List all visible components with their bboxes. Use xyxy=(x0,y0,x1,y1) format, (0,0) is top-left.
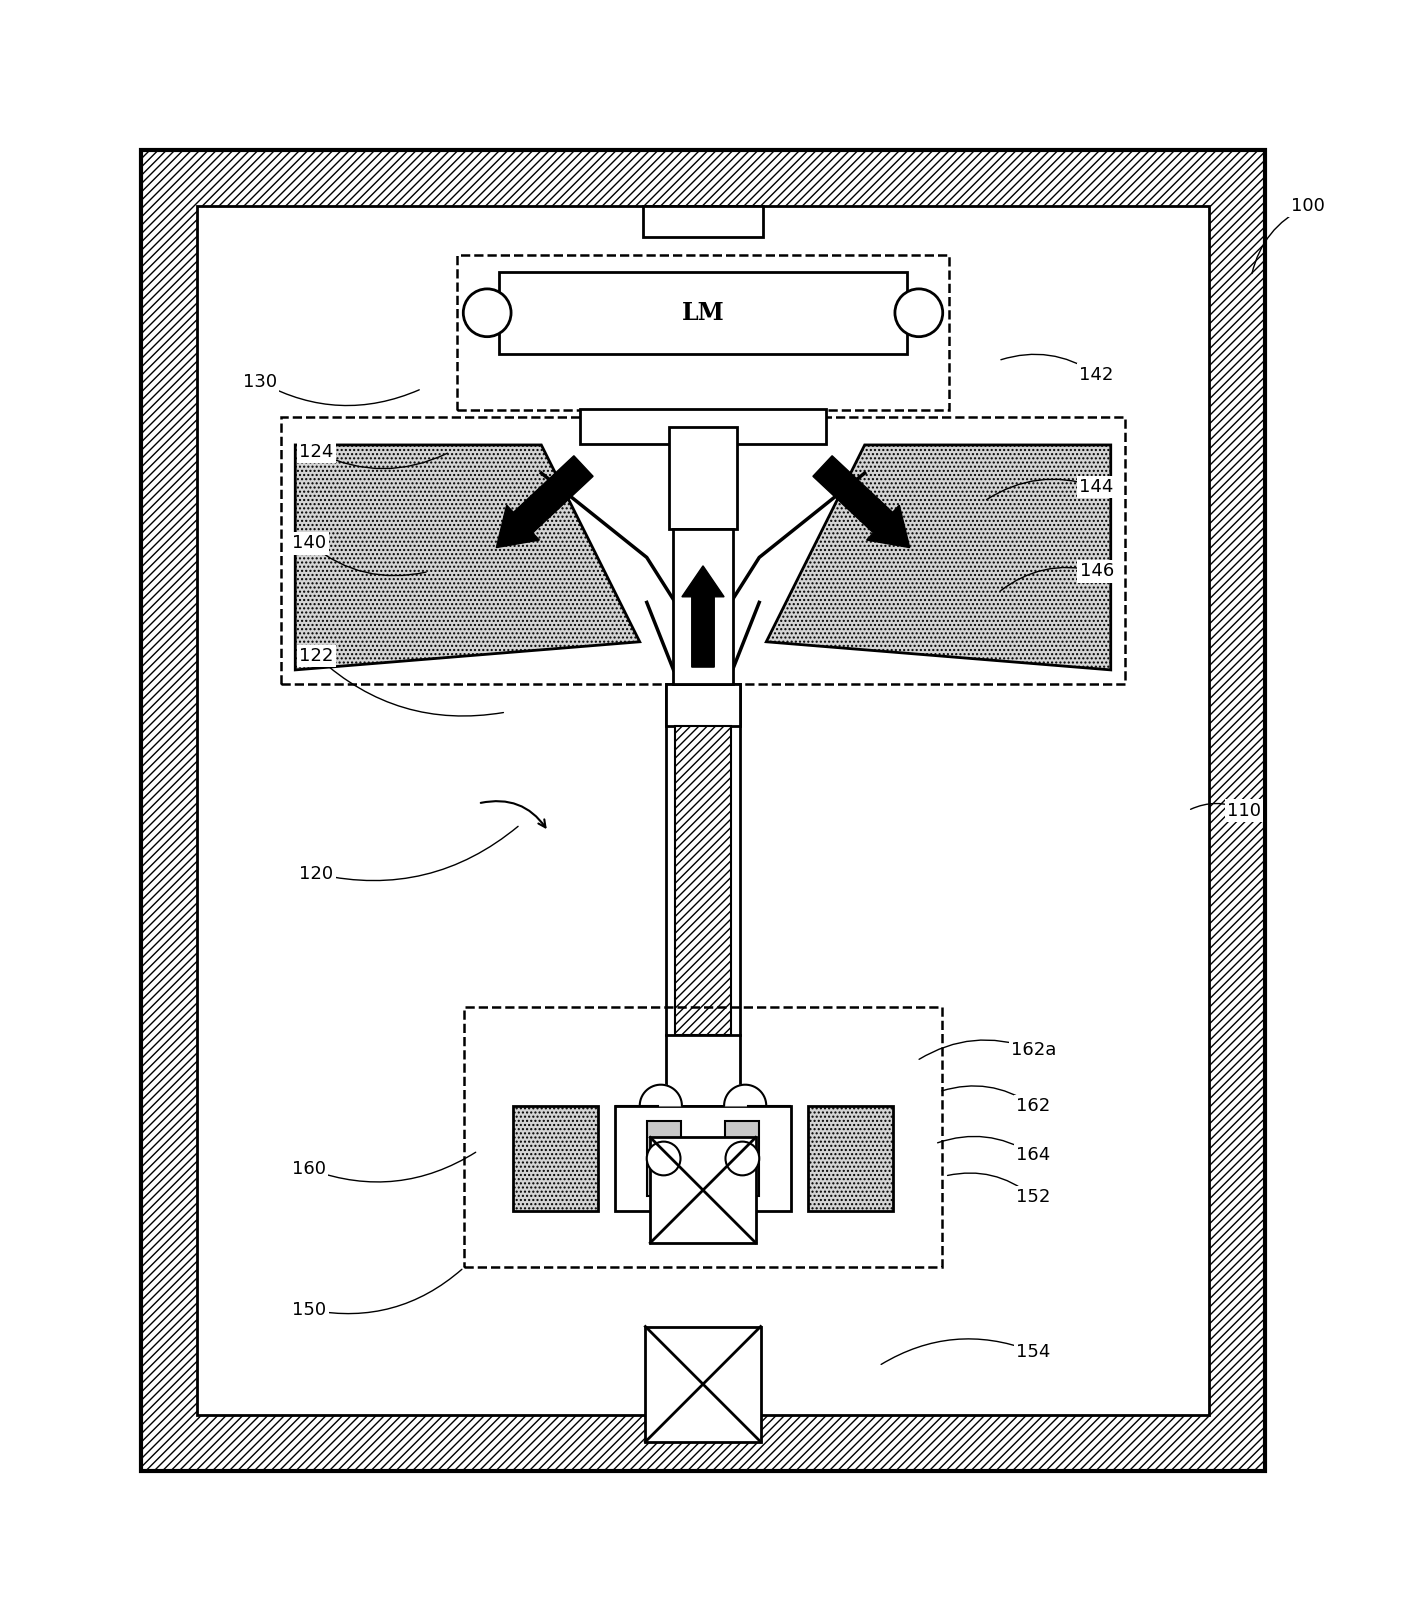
Text: 142: 142 xyxy=(1080,366,1114,384)
Text: LM: LM xyxy=(682,302,724,324)
Bar xyxy=(675,726,731,1036)
Polygon shape xyxy=(724,1084,766,1106)
Text: 140: 140 xyxy=(292,535,326,553)
Text: 130: 130 xyxy=(243,373,277,391)
Bar xyxy=(647,1120,681,1196)
Text: 122: 122 xyxy=(299,647,333,665)
Text: 152: 152 xyxy=(1017,1188,1050,1206)
Bar xyxy=(464,1007,942,1268)
FancyArrow shape xyxy=(682,566,724,668)
Text: 110: 110 xyxy=(1227,801,1261,820)
Text: 150: 150 xyxy=(292,1300,326,1318)
Bar xyxy=(141,149,1265,1472)
Polygon shape xyxy=(640,1084,682,1106)
Text: 160: 160 xyxy=(292,1161,326,1178)
Bar xyxy=(499,272,907,353)
Bar xyxy=(673,530,733,684)
Bar xyxy=(666,684,740,726)
Text: 162: 162 xyxy=(1017,1097,1050,1115)
Polygon shape xyxy=(766,444,1111,669)
Bar xyxy=(614,1106,790,1211)
Circle shape xyxy=(647,1141,681,1175)
Text: 164: 164 xyxy=(1017,1146,1050,1164)
Polygon shape xyxy=(295,444,640,669)
Bar xyxy=(513,1106,598,1211)
Bar xyxy=(457,254,949,410)
Bar xyxy=(197,206,1209,1415)
Bar xyxy=(808,1106,893,1211)
FancyArrow shape xyxy=(496,456,593,548)
Circle shape xyxy=(894,289,942,337)
Text: 100: 100 xyxy=(1291,196,1324,216)
Text: 144: 144 xyxy=(1080,478,1114,496)
Bar xyxy=(725,1120,759,1196)
Bar xyxy=(645,1326,761,1441)
Text: 120: 120 xyxy=(299,864,333,883)
Circle shape xyxy=(725,1141,759,1175)
Bar xyxy=(643,206,762,237)
Bar xyxy=(666,1036,740,1106)
Text: 154: 154 xyxy=(1017,1342,1050,1360)
Bar xyxy=(579,408,825,444)
Bar xyxy=(281,417,1125,684)
Circle shape xyxy=(463,289,510,337)
Text: 146: 146 xyxy=(1080,562,1114,580)
Text: 124: 124 xyxy=(299,443,333,460)
FancyArrow shape xyxy=(813,456,910,548)
Bar xyxy=(669,426,737,530)
Bar xyxy=(650,1138,756,1243)
Text: 162a: 162a xyxy=(1011,1041,1056,1059)
